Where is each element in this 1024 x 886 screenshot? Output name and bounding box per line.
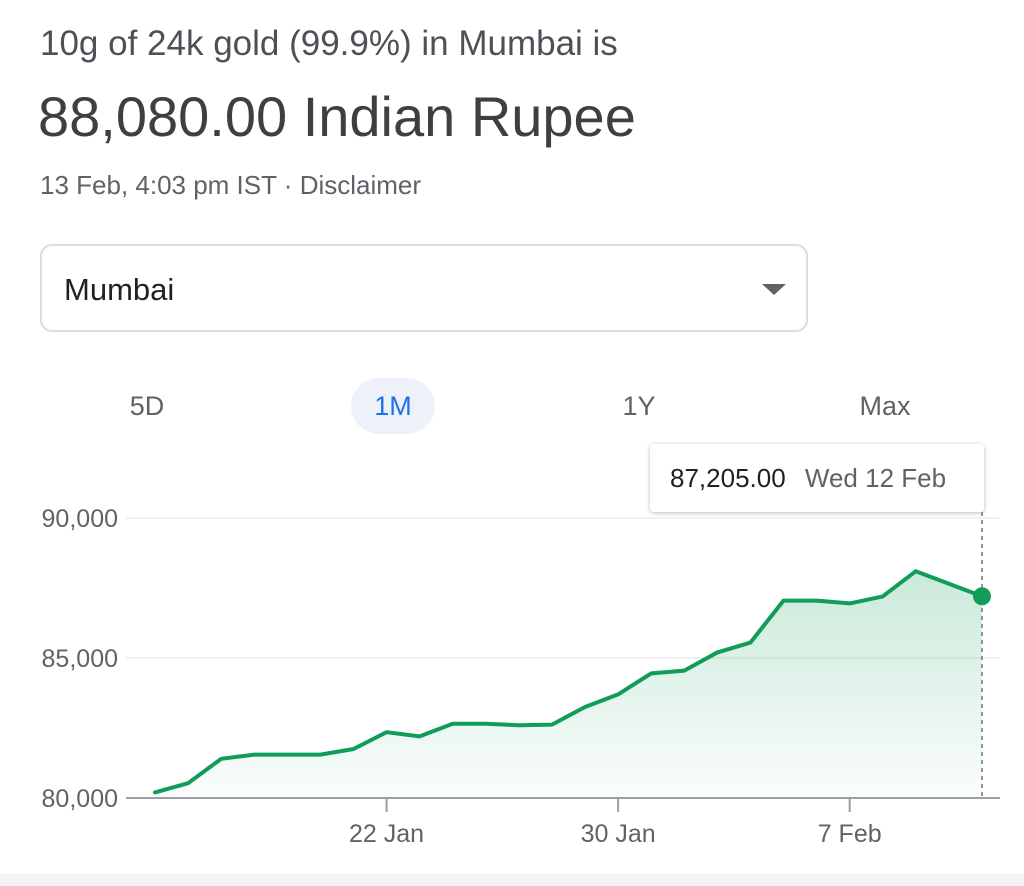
tab-5d[interactable]: 5D	[129, 391, 165, 421]
bottom-bar	[0, 874, 1024, 886]
tab-1y[interactable]: 1Y	[622, 391, 656, 421]
tooltip-value: 87,205.00	[670, 463, 786, 493]
y-tick-label: 80,000	[42, 785, 118, 813]
city-select-value: Mumbai	[64, 272, 175, 307]
tooltip-date: Wed 12 Feb	[804, 463, 947, 493]
tab-max[interactable]: Max	[859, 391, 911, 421]
tab-1m[interactable]: 1M	[351, 378, 435, 434]
disclaimer-link[interactable]: Disclaimer	[299, 170, 422, 200]
meta-separator: ·	[283, 170, 293, 200]
x-tick-label: 30 Jan	[581, 820, 656, 848]
city-select[interactable]: Mumbai	[40, 244, 808, 332]
price-subtitle: 10g of 24k gold (99.9%) in Mumbai is	[40, 24, 618, 63]
gold-price: 88,080.00 Indian Rupee	[38, 85, 636, 148]
x-tick-label: 22 Jan	[349, 820, 424, 848]
price-timestamp: 13 Feb, 4:03 pm IST	[40, 170, 277, 200]
y-tick-label: 85,000	[42, 645, 118, 673]
x-tick-label: 7 Feb	[818, 820, 882, 848]
y-tick-label: 90,000	[42, 505, 118, 533]
dropdown-arrow-icon	[762, 284, 786, 295]
highlight-point	[973, 587, 991, 606]
price-meta: 13 Feb, 4:03 pm IST · Disclaimer	[40, 170, 421, 201]
price-area	[155, 571, 982, 798]
price-line	[153, 569, 984, 795]
price-tooltip: 87,205.00 Wed 12 Feb	[650, 444, 984, 512]
